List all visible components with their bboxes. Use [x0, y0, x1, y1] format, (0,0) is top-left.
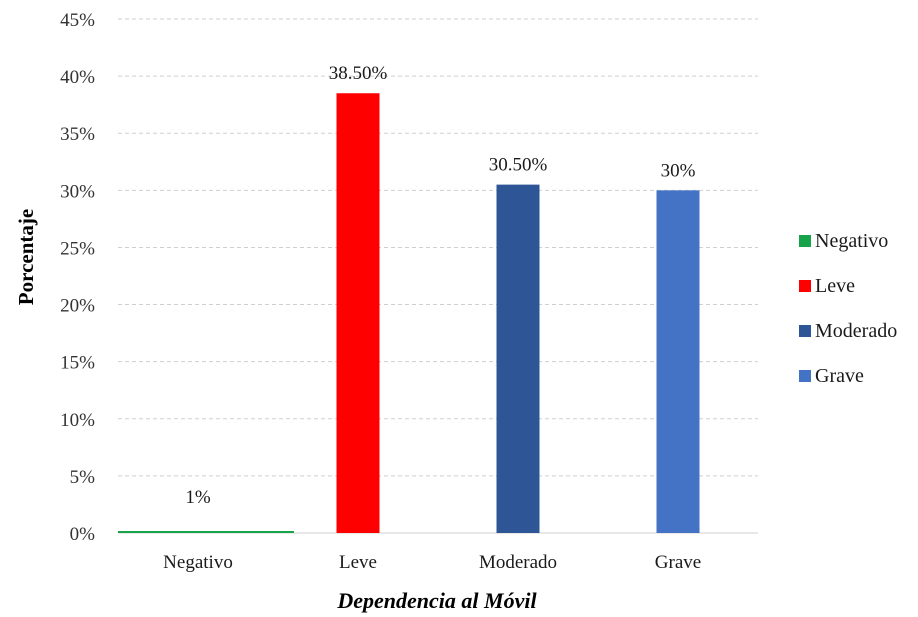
bar-moderado [496, 184, 540, 533]
y-tick-label: 30% [60, 181, 95, 202]
x-axis-label: Dependencia al Móvil [336, 588, 537, 613]
data-labels: 1% 38.50% 30.50% 30% [185, 63, 695, 508]
y-tick-label: 0% [70, 524, 96, 545]
y-tick-label: 45% [60, 10, 95, 31]
legend: Negativo Leve Moderado Grave [799, 230, 897, 387]
y-tick-label: 10% [60, 410, 95, 431]
legend-swatch [799, 280, 811, 292]
y-tick-label: 35% [60, 124, 95, 145]
bars [118, 93, 700, 534]
y-axis-label: Porcentaje [14, 209, 38, 305]
legend-item-grave: Grave [799, 365, 864, 387]
legend-label: Negativo [815, 230, 888, 252]
legend-label: Grave [815, 365, 864, 387]
x-tick-label: Moderado [479, 552, 557, 573]
y-tick-label: 15% [60, 353, 95, 374]
x-tick-label: Negativo [163, 552, 233, 573]
x-tick-label: Grave [655, 552, 701, 573]
x-tick-label: Leve [339, 552, 377, 573]
data-label: 30% [661, 160, 696, 181]
data-label: 30.50% [489, 155, 548, 176]
legend-item-moderado: Moderado [799, 320, 897, 342]
x-axis-categories: Negativo Leve Moderado Grave [163, 552, 701, 573]
y-tick-label: 20% [60, 296, 95, 317]
y-tick-label: 40% [60, 67, 95, 88]
bar-grave [656, 190, 700, 534]
y-tick-label: 25% [60, 238, 95, 259]
bar-leve [336, 93, 380, 533]
legend-swatch [799, 325, 811, 337]
bar-negativo [118, 531, 294, 533]
legend-item-leve: Leve [799, 275, 855, 297]
legend-swatch [799, 235, 811, 247]
legend-label: Leve [815, 275, 855, 297]
data-label: 38.50% [329, 63, 388, 84]
data-label: 1% [185, 487, 211, 508]
legend-item-negativo: Negativo [799, 230, 888, 252]
legend-label: Moderado [815, 320, 897, 342]
y-axis-ticks: 0% 5% 10% 15% 20% 25% 30% 35% 40% 45% [60, 10, 95, 545]
legend-swatch [799, 370, 811, 382]
y-tick-label: 5% [70, 467, 96, 488]
